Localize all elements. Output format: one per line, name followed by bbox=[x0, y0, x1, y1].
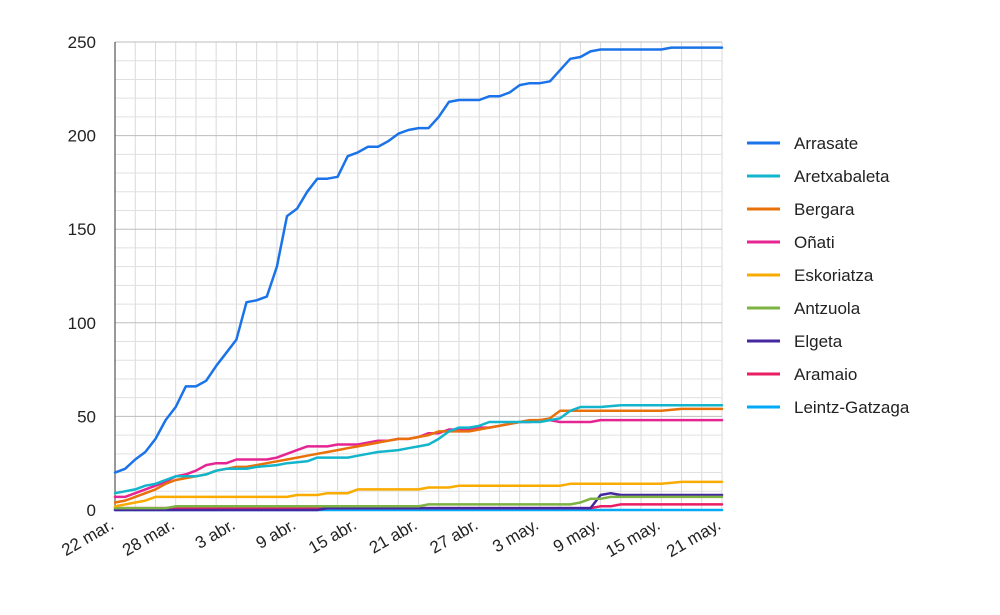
series-lines bbox=[113, 46, 724, 512]
y-tick-labels: 0 50 100 150 200 250 bbox=[68, 33, 96, 520]
legend-label: Leintz-Gatzaga bbox=[794, 398, 910, 417]
legend-label: Antzuola bbox=[794, 299, 861, 318]
legend-label: Oñati bbox=[794, 233, 835, 252]
x-tick-label: 27 abr. bbox=[427, 515, 482, 557]
y-tick-label: 200 bbox=[68, 127, 96, 146]
x-tick-label: 15 abr. bbox=[305, 515, 360, 557]
legend: Arrasate Aretxabaleta Bergara Oñati Eskoriat… bbox=[747, 134, 910, 417]
series-line-aretxabaleta bbox=[113, 403, 724, 495]
x-tick-label: 15 may. bbox=[603, 515, 664, 561]
x-tick-label: 21 may. bbox=[663, 515, 724, 561]
series-line-antzuola bbox=[113, 495, 724, 510]
x-tick-label: 22 mar. bbox=[58, 515, 117, 560]
series-line-elgeta bbox=[113, 491, 724, 512]
gridlines bbox=[114, 41, 723, 511]
x-tick-label: 9 abr. bbox=[253, 515, 299, 553]
y-tick-label: 250 bbox=[68, 33, 96, 52]
legend-label: Eskoriatza bbox=[794, 266, 874, 285]
x-tick-label: 3 may. bbox=[489, 515, 542, 556]
x-tick-label: 9 may. bbox=[550, 515, 603, 556]
legend-label: Elgeta bbox=[794, 332, 843, 351]
x-tick-label: 28 mar. bbox=[119, 515, 178, 560]
legend-label: Aretxabaleta bbox=[794, 167, 890, 186]
legend-label: Bergara bbox=[794, 200, 855, 219]
x-tick-labels: 22 mar. 28 mar. 3 abr. 9 abr. 15 abr. 21 abr.… bbox=[58, 515, 724, 561]
series-line-arrasate bbox=[113, 46, 724, 474]
y-tick-label: 0 bbox=[87, 501, 96, 520]
legend-label: Arrasate bbox=[794, 134, 858, 153]
y-tick-label: 150 bbox=[68, 220, 96, 239]
y-tick-label: 50 bbox=[77, 407, 96, 426]
y-tick-label: 100 bbox=[68, 314, 96, 333]
series-line-eskoriatza bbox=[113, 480, 724, 508]
legend-label: Aramaio bbox=[794, 365, 857, 384]
x-tick-label: 3 abr. bbox=[192, 515, 238, 553]
x-tick-label: 21 abr. bbox=[366, 515, 421, 557]
